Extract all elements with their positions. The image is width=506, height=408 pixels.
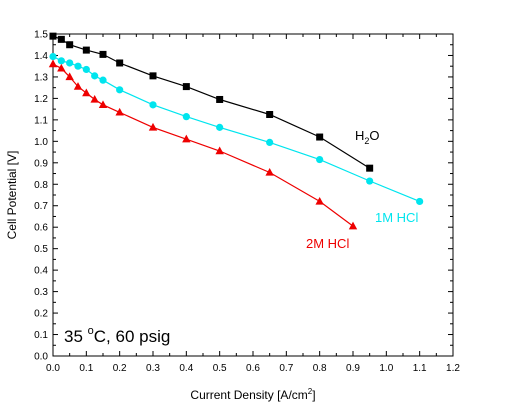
data-point-2m-hcl <box>148 122 158 131</box>
data-point-h2o <box>99 50 107 58</box>
x-tick-label: 0.5 <box>213 363 227 374</box>
condition-annotation: 35 oC, 60 psig <box>64 325 170 346</box>
data-point-h2o <box>57 35 65 43</box>
plot-frame <box>52 33 454 357</box>
x-tick-label: 0.7 <box>279 363 293 374</box>
data-point-2m-hcl <box>315 196 324 205</box>
data-point-2m-hcl <box>57 63 66 72</box>
data-point-2m-hcl <box>115 107 124 116</box>
data-point-2m-hcl <box>73 82 83 90</box>
x-tick-label: 1.2 <box>446 363 460 374</box>
x-axis-title: Current Density [A/cm2] <box>190 387 315 402</box>
data-point-h2o <box>182 83 190 91</box>
data-point-h2o <box>82 46 90 54</box>
axes: 0.0 0.1 0.2 0.3 0.4 0.5 0.6 0.7 0.8 0.9 1.0 1.1 1.2 0… <box>34 30 460 375</box>
data-point-h2o <box>316 133 324 141</box>
data-point-h2o <box>216 95 224 103</box>
data-point-1m-hcl <box>149 101 157 109</box>
y-tick-label: 1.2 <box>34 94 48 105</box>
data-point-1m-hcl <box>266 138 274 147</box>
x-tick-label: 0.6 <box>246 363 260 374</box>
series-h2o <box>49 32 374 172</box>
y-tick-label: 1.5 <box>34 30 48 41</box>
data-point-2m-hcl <box>48 59 58 68</box>
labels-layer: Current Density [A/cm2] Cell Potential [… <box>5 128 418 402</box>
x-tick-label: 0.4 <box>179 363 193 374</box>
data-point-1m-hcl <box>116 86 124 94</box>
data-point-1m-hcl <box>99 76 107 84</box>
data-point-2m-hcl <box>98 100 108 109</box>
x-tick-label: 0.0 <box>46 363 60 374</box>
data-point-h2o <box>66 41 74 49</box>
y-tick-label: 0.9 <box>34 158 48 169</box>
data-point-1m-hcl <box>366 177 374 185</box>
x-tick-label: 1.1 <box>413 363 427 374</box>
data-point-h2o <box>266 111 274 118</box>
series-2m-hcl <box>48 59 358 230</box>
data-point-1m-hcl <box>91 72 99 80</box>
series-label-1m-hcl: 1M HCl <box>375 210 418 225</box>
data-point-1m-hcl <box>66 59 74 67</box>
data-point-1m-hcl <box>82 65 90 74</box>
series-label-h2o: H2O <box>355 128 380 146</box>
data-point-2m-hcl <box>90 94 99 103</box>
data-point-1m-hcl <box>316 155 324 164</box>
data-point-2m-hcl <box>215 146 224 155</box>
x-tick-label: 0.2 <box>113 363 127 374</box>
y-tick-label: 0.0 <box>34 352 48 363</box>
data-point-h2o <box>149 72 157 80</box>
series-line-1m-hcl <box>52 55 420 202</box>
data-point-1m-hcl <box>182 113 190 121</box>
series-1m-hcl <box>49 52 424 206</box>
series-layer <box>48 32 424 230</box>
y-tick-label: 0.4 <box>34 266 48 277</box>
data-point-1m-hcl <box>49 52 57 61</box>
y-tick-label: 0.8 <box>34 180 48 191</box>
data-point-h2o <box>366 164 374 172</box>
plot-area <box>52 33 454 357</box>
y-tick-label: 0.7 <box>34 201 48 212</box>
y-tick-label: 1.3 <box>34 72 48 83</box>
data-point-1m-hcl <box>74 62 82 70</box>
y-tick-label: 1.4 <box>34 51 48 62</box>
data-point-2m-hcl <box>265 167 274 176</box>
x-tick-label: 0.9 <box>346 363 360 374</box>
x-tick-label: 1.0 <box>379 363 393 374</box>
data-point-2m-hcl <box>82 88 91 97</box>
x-tick-label: 0.1 <box>79 363 93 374</box>
x-tick-label: 0.3 <box>146 363 160 374</box>
x-tick-label: 0.8 <box>313 363 327 374</box>
data-point-2m-hcl <box>65 72 74 81</box>
data-point-1m-hcl <box>57 57 65 65</box>
y-tick-label: 0.3 <box>34 287 48 298</box>
y-tick-label: 0.5 <box>34 244 48 255</box>
series-line-2m-hcl <box>52 63 354 227</box>
series-label-2m-hcl: 2M HCl <box>306 236 349 251</box>
y-tick-label: 1.0 <box>34 137 48 148</box>
y-tick-label: 0.2 <box>34 309 48 320</box>
data-point-2m-hcl <box>182 134 191 143</box>
data-point-h2o <box>49 32 57 40</box>
y-tick-label: 0.6 <box>34 223 48 234</box>
y-tick-label: 1.1 <box>34 115 48 126</box>
data-point-h2o <box>116 59 124 67</box>
data-point-2m-hcl <box>348 221 358 230</box>
y-axis-title: Cell Potential [V] <box>5 151 19 240</box>
data-point-1m-hcl <box>216 123 224 131</box>
y-tick-label: 0.1 <box>34 330 48 341</box>
data-point-1m-hcl <box>416 197 424 206</box>
